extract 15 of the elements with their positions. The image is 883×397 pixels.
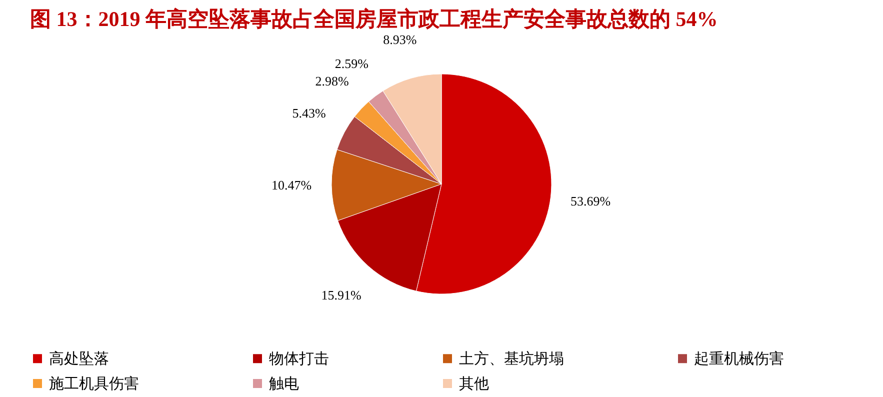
legend-label: 起重机械伤害 [694,350,784,368]
data-label: 15.91% [321,288,362,303]
legend-label: 触电 [269,376,299,392]
data-label: 10.47% [271,178,312,193]
legend-label: 施工机具伤害 [49,376,139,392]
legend-label: 其他 [459,376,489,392]
legend-label: 土方、基坑坍塌 [459,350,564,368]
data-label: 8.93% [383,32,417,47]
data-label: 5.43% [292,106,326,121]
data-label: 2.98% [315,73,350,88]
chart-title: 图 13：2019 年高空坠落事故占全国房屋市政工程生产安全事故总数的 54% [30,6,718,31]
legend-label: 物体打击 [269,350,329,368]
legend-label: 高处坠落 [49,350,109,368]
data-label: 2.59% [334,56,369,71]
data-label: 53.69% [570,193,611,208]
